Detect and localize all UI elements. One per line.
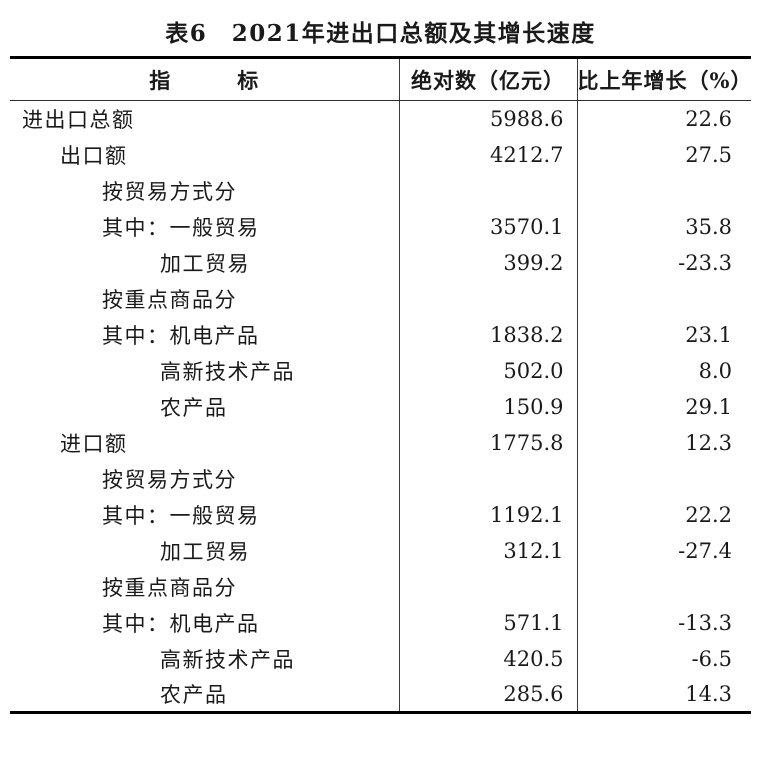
absolute-value-cell: 502.0 bbox=[399, 352, 578, 389]
absolute-value-cell bbox=[399, 280, 578, 317]
growth-value-cell: -6.5 bbox=[691, 646, 733, 671]
indicator-label: 按贸易方式分 bbox=[10, 460, 400, 497]
absolute-value-cell: 1775.8 bbox=[399, 424, 578, 461]
table-row: 其中：机电产品 1838.2 23.1 bbox=[10, 316, 751, 353]
absolute-value-cell: 1192.1 bbox=[399, 496, 578, 533]
absolute-value-cell bbox=[399, 460, 578, 497]
indicator-label: 按贸易方式分 bbox=[10, 172, 400, 209]
table-title: 表6 2021年进出口总额及其增长速度 bbox=[165, 20, 596, 47]
table-row: 进出口总额 5988.6 22.6 bbox=[10, 100, 751, 137]
table-row: 出口额 4212.7 27.5 bbox=[10, 136, 751, 173]
indicator-label: 高新技术产品 bbox=[10, 640, 400, 677]
table-row: 进口额 1775.8 12.3 bbox=[10, 424, 751, 461]
table-row: 其中：机电产品 571.1 -13.3 bbox=[10, 604, 751, 641]
absolute-value-cell: 312.1 bbox=[399, 532, 578, 569]
indicator-label: 高新技术产品 bbox=[10, 352, 400, 389]
growth-value-cell: 14.3 bbox=[685, 681, 732, 706]
growth-value-cell: 22.6 bbox=[685, 106, 732, 131]
indicator-label: 加工贸易 bbox=[10, 244, 400, 281]
absolute-value-cell: 4212.7 bbox=[399, 136, 578, 173]
table-row: 按贸易方式分 bbox=[10, 172, 751, 209]
growth-value-cell: 35.8 bbox=[685, 214, 732, 239]
absolute-value-cell bbox=[399, 172, 578, 209]
growth-value-cell bbox=[577, 173, 751, 209]
indicator-label: 按重点商品分 bbox=[10, 280, 400, 317]
absolute-value-cell: 150.9 bbox=[399, 388, 578, 425]
col-header-indicator: 指 标 bbox=[10, 57, 400, 101]
table-row: 农产品 150.9 29.1 bbox=[10, 388, 751, 425]
indicator-label: 加工贸易 bbox=[10, 532, 400, 569]
table-row: 加工贸易 312.1 -27.4 bbox=[10, 532, 751, 569]
table-row: 按重点商品分 bbox=[10, 568, 751, 605]
table-row: 高新技术产品 502.0 8.0 bbox=[10, 352, 751, 389]
indicator-label: 进出口总额 bbox=[10, 100, 400, 137]
absolute-value-cell: 399.2 bbox=[399, 244, 578, 281]
col-header-absolute-value: 绝对数（亿元） bbox=[399, 57, 578, 101]
indicator-label: 其中：机电产品 bbox=[10, 316, 400, 353]
table-body: 进出口总额 5988.6 22.6 出口额 4212.7 27.5 按贸易方式分… bbox=[10, 100, 751, 713]
indicator-label: 其中：机电产品 bbox=[10, 604, 400, 641]
growth-value-cell: 27.5 bbox=[685, 142, 732, 167]
growth-value-cell bbox=[577, 461, 751, 497]
absolute-value-cell: 1838.2 bbox=[399, 316, 578, 353]
absolute-value-cell: 5988.6 bbox=[399, 100, 578, 137]
growth-value-cell bbox=[577, 281, 751, 317]
absolute-value-cell: 285.6 bbox=[399, 676, 578, 713]
indicator-label: 农产品 bbox=[10, 676, 400, 713]
indicator-label: 其中：一般贸易 bbox=[10, 208, 400, 245]
growth-value-cell: -23.3 bbox=[678, 250, 732, 275]
growth-value-cell: 23.1 bbox=[685, 322, 732, 347]
table-row: 农产品 285.6 14.3 bbox=[10, 676, 751, 713]
growth-value-cell: 12.3 bbox=[685, 430, 732, 455]
col-header-growth: 比上年增长（%） bbox=[577, 57, 751, 101]
table-row: 高新技术产品 420.5 -6.5 bbox=[10, 640, 751, 677]
header-row: 指 标 绝对数（亿元） 比上年增长（%） bbox=[10, 57, 751, 101]
absolute-value-cell: 571.1 bbox=[399, 604, 578, 641]
indicator-label: 进口额 bbox=[10, 424, 400, 461]
growth-value-cell: 8.0 bbox=[698, 358, 732, 383]
indicator-label: 其中：一般贸易 bbox=[10, 496, 400, 533]
growth-value-cell bbox=[577, 569, 751, 605]
table-row: 加工贸易 399.2 -23.3 bbox=[10, 244, 751, 281]
growth-value-cell: 22.2 bbox=[685, 502, 732, 527]
table-row: 其中：一般贸易 3570.1 35.8 bbox=[10, 208, 751, 245]
table-row: 按重点商品分 bbox=[10, 280, 751, 317]
table-row: 按贸易方式分 bbox=[10, 460, 751, 497]
table-row: 其中：一般贸易 1192.1 22.2 bbox=[10, 496, 751, 533]
indicator-label: 农产品 bbox=[10, 388, 400, 425]
growth-value-cell: -27.4 bbox=[678, 538, 732, 563]
absolute-value-cell: 420.5 bbox=[399, 640, 578, 677]
indicator-label: 出口额 bbox=[10, 136, 400, 173]
import-export-table: 指 标 绝对数（亿元） 比上年增长（%） 进出口总额 5988.6 22.6 出… bbox=[10, 56, 751, 714]
growth-value-cell: -13.3 bbox=[678, 610, 732, 635]
indicator-label: 按重点商品分 bbox=[10, 568, 400, 605]
absolute-value-cell bbox=[399, 568, 578, 605]
absolute-value-cell: 3570.1 bbox=[399, 208, 578, 245]
growth-value-cell: 29.1 bbox=[685, 394, 732, 419]
